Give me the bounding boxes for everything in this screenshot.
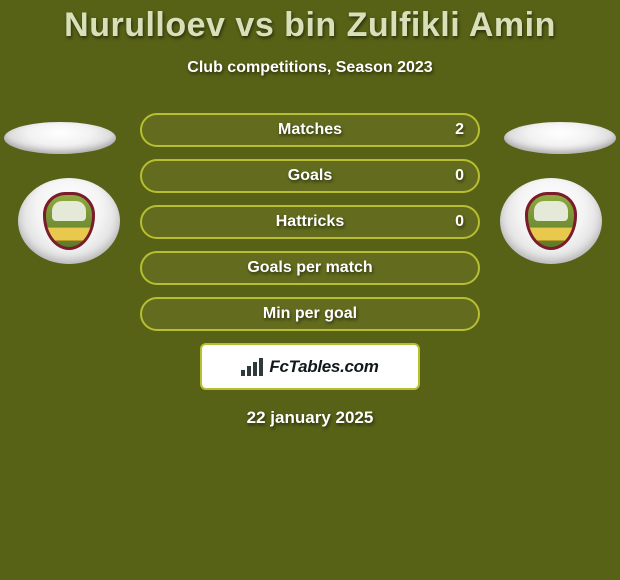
stat-right-value: 2 <box>455 121 464 139</box>
brand-box[interactable]: FcTables.com <box>200 343 420 390</box>
brand-text: FcTables.com <box>269 357 378 377</box>
stat-label: Min per goal <box>263 305 357 323</box>
date-label: 22 january 2025 <box>0 408 620 428</box>
page-title: Nurulloev vs bin Zulfikli Amin <box>0 6 620 45</box>
table-row: Min per goal <box>140 297 480 331</box>
table-row: Hattricks 0 <box>140 205 480 239</box>
stat-label: Matches <box>278 121 342 139</box>
stat-right-value: 0 <box>455 213 464 231</box>
country-badge-left <box>4 122 116 154</box>
bar-chart-icon <box>241 358 263 376</box>
stat-right-value: 0 <box>455 167 464 185</box>
club-crest-icon <box>43 192 95 250</box>
club-badge-left <box>18 178 120 264</box>
stat-label: Hattricks <box>276 213 344 231</box>
stat-label: Goals <box>288 167 332 185</box>
subtitle: Club competitions, Season 2023 <box>0 59 620 77</box>
table-row: Goals per match <box>140 251 480 285</box>
table-row: Goals 0 <box>140 159 480 193</box>
club-crest-icon <box>525 192 577 250</box>
club-badge-right <box>500 178 602 264</box>
table-row: Matches 2 <box>140 113 480 147</box>
stat-label: Goals per match <box>247 259 372 277</box>
country-badge-right <box>504 122 616 154</box>
stats-table: Matches 2 Goals 0 Hattricks 0 Goals per … <box>140 113 480 331</box>
